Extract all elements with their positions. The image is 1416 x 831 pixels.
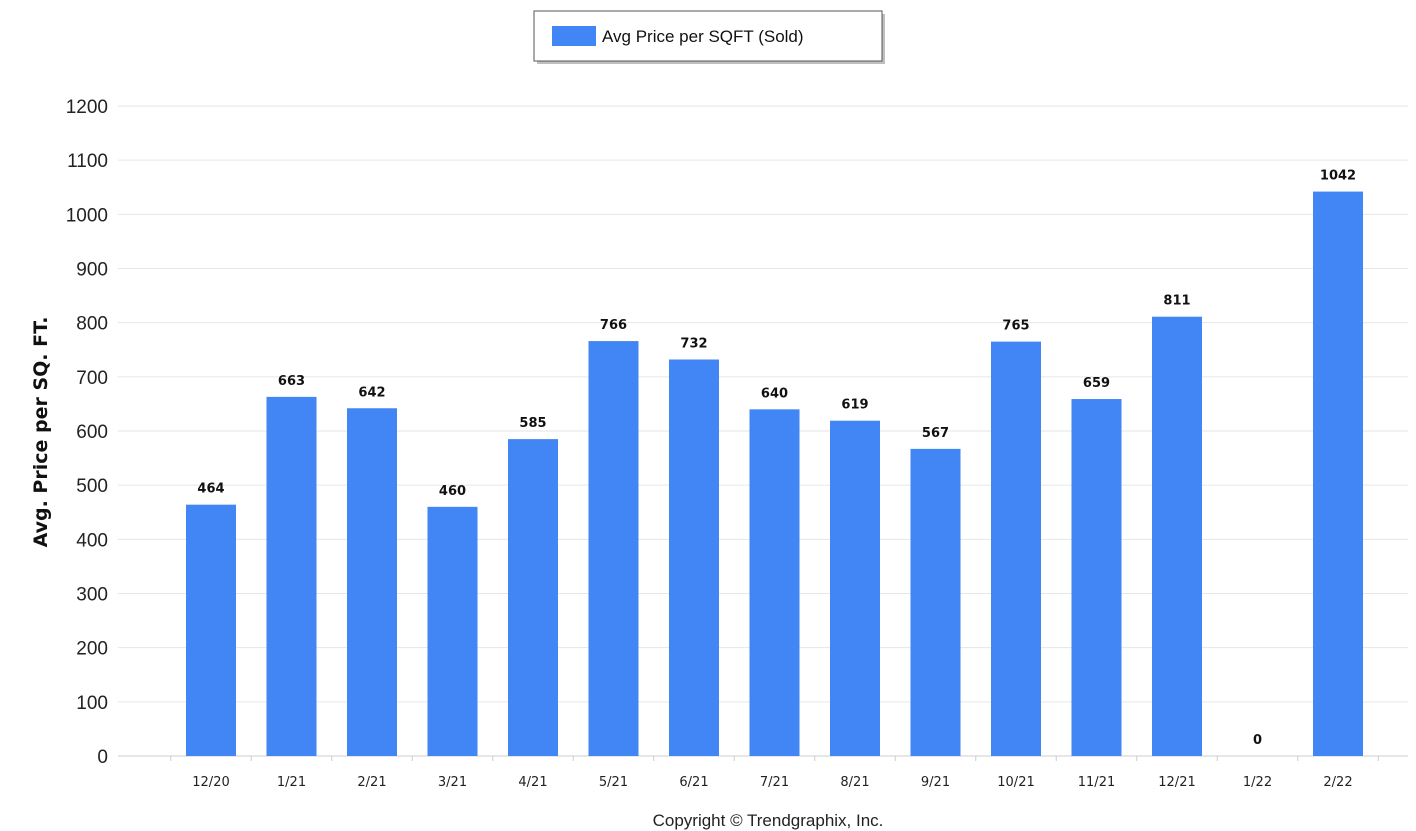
x-tick-label: 7/21 — [760, 775, 789, 790]
bar-data-label: 567 — [922, 426, 949, 441]
y-tick-label: 1100 — [67, 151, 108, 172]
y-tick-label: 1000 — [66, 205, 108, 226]
x-tick-label: 6/21 — [679, 775, 708, 790]
x-tick-label: 1/21 — [277, 775, 306, 790]
bar — [588, 341, 639, 756]
bar — [427, 506, 478, 756]
x-tick-label: 12/20 — [192, 775, 229, 790]
x-axis-ticks: 12/20 1/21 2/21 3/21 4/21 5/21 6/21 7/21 8/21 9/2… — [170, 756, 1379, 790]
bar-data-label: 464 — [197, 482, 224, 497]
bar-data-label: 766 — [600, 318, 627, 333]
bar — [1071, 399, 1122, 756]
data-labels: 464 663 642 460 585 766 732 640 619 567 765 659 811 0… — [197, 169, 1356, 748]
y-tick-label: 1200 — [66, 97, 108, 118]
x-tick-label: 4/21 — [518, 775, 547, 790]
bar — [669, 359, 719, 756]
bar-data-label: 1042 — [1320, 169, 1356, 184]
x-tick-label: 9/21 — [921, 775, 950, 790]
x-tick-label: 2/21 — [357, 775, 386, 790]
bar — [347, 408, 397, 756]
y-tick-label: 700 — [76, 368, 108, 389]
bar — [749, 409, 800, 756]
y-tick-label: 600 — [76, 422, 108, 443]
bar — [830, 420, 880, 756]
y-tick-label: 0 — [97, 747, 108, 768]
bar — [508, 439, 558, 756]
legend: Avg Price per SQFT (Sold) — [533, 10, 885, 64]
y-tick-label: 900 — [76, 260, 108, 281]
legend-swatch — [552, 26, 596, 46]
bar — [1152, 316, 1202, 756]
bar-data-label: 663 — [278, 374, 305, 389]
bar — [991, 341, 1041, 756]
bar-data-label: 765 — [1002, 319, 1029, 334]
bars — [186, 191, 1363, 757]
y-tick-label: 800 — [76, 314, 108, 335]
x-tick-label: 10/21 — [997, 775, 1034, 790]
x-tick-label: 5/21 — [599, 775, 628, 790]
bar-data-label: 659 — [1083, 376, 1110, 391]
x-tick-label: 1/22 — [1243, 775, 1272, 790]
bar — [186, 504, 236, 756]
bar-data-label: 811 — [1163, 294, 1190, 309]
x-tick-label: 8/21 — [840, 775, 869, 790]
copyright-text: Copyright © Trendgraphix, Inc. — [653, 811, 884, 830]
bar — [1313, 191, 1363, 757]
bar-data-label: 642 — [358, 385, 385, 400]
x-tick-label: 12/21 — [1158, 775, 1195, 790]
bar — [910, 448, 961, 756]
y-tick-label: 300 — [76, 585, 108, 606]
x-tick-label: 2/22 — [1323, 775, 1352, 790]
bar-data-label: 619 — [841, 398, 868, 413]
bar — [266, 396, 317, 756]
y-axis-ticks: 0 100 200 300 400 500 600 700 800 900 1000 1100 1200 — [66, 97, 108, 768]
bar-data-label: 460 — [439, 484, 466, 499]
bar-data-label: 732 — [680, 337, 707, 352]
x-tick-label: 11/21 — [1078, 775, 1115, 790]
y-tick-label: 200 — [76, 639, 108, 660]
y-tick-label: 100 — [76, 693, 108, 714]
y-tick-label: 400 — [76, 530, 108, 551]
bar-data-label: 640 — [761, 386, 788, 401]
x-tick-label: 3/21 — [438, 775, 467, 790]
bar-data-label: 585 — [519, 416, 546, 431]
bar-data-label: 0 — [1253, 733, 1262, 748]
y-tick-label: 500 — [76, 476, 108, 497]
y-axis-label: Avg. Price per SQ. FT. — [30, 317, 52, 548]
legend-label: Avg Price per SQFT (Sold) — [602, 27, 804, 46]
